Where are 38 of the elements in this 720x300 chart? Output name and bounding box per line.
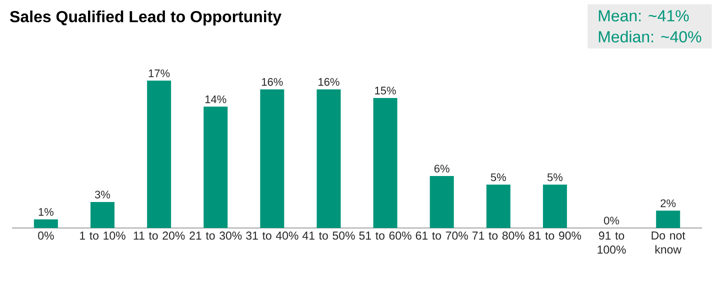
bar [147, 80, 172, 228]
x-tick-label: 71 to 80% [472, 232, 525, 240]
data-label: 15% [375, 86, 396, 94]
x-tick-label: Do not know [652, 232, 686, 254]
x-tick-label: 41 to 50% [302, 232, 355, 240]
data-label: 16% [318, 78, 340, 86]
text: Median: ~40% [598, 30, 702, 42]
bar [260, 89, 284, 228]
data-label: 16% [262, 78, 283, 86]
x-tick-label: 0% [38, 232, 54, 240]
data-label: 1% [38, 208, 54, 216]
bar [373, 98, 398, 228]
x-tick-label: 51 to 60% [359, 232, 412, 240]
x-tick-label: 11 to 20% [134, 232, 185, 240]
text: Mean: ~41% [598, 10, 689, 22]
bar [542, 184, 567, 228]
x-tick-label: 1 to 10% [80, 232, 126, 240]
bar [430, 176, 454, 228]
data-label: 0% [604, 216, 620, 224]
bar [204, 106, 228, 228]
x-tick-label: 91 to 100% [598, 232, 626, 254]
x-tick-label: 61 to 70% [416, 232, 468, 240]
chart-title: Sales Qualified Lead to Opportunity [10, 10, 282, 26]
data-label: 5% [490, 173, 506, 182]
bar [486, 184, 510, 228]
x-tick-label: 31 to 40% [246, 232, 298, 240]
x-tick-label: 21 to 30% [190, 232, 242, 240]
bar [656, 210, 680, 228]
data-label: 17% [148, 69, 170, 78]
bar [34, 219, 58, 228]
x-tick-label: 81 to 90% [528, 232, 582, 240]
data-label: 3% [94, 190, 110, 198]
data-label: 5% [547, 173, 562, 182]
bar [316, 89, 341, 228]
bar [90, 202, 114, 228]
data-label: 14% [205, 95, 226, 104]
data-label: 2% [660, 199, 676, 208]
data-label: 6% [434, 164, 450, 172]
